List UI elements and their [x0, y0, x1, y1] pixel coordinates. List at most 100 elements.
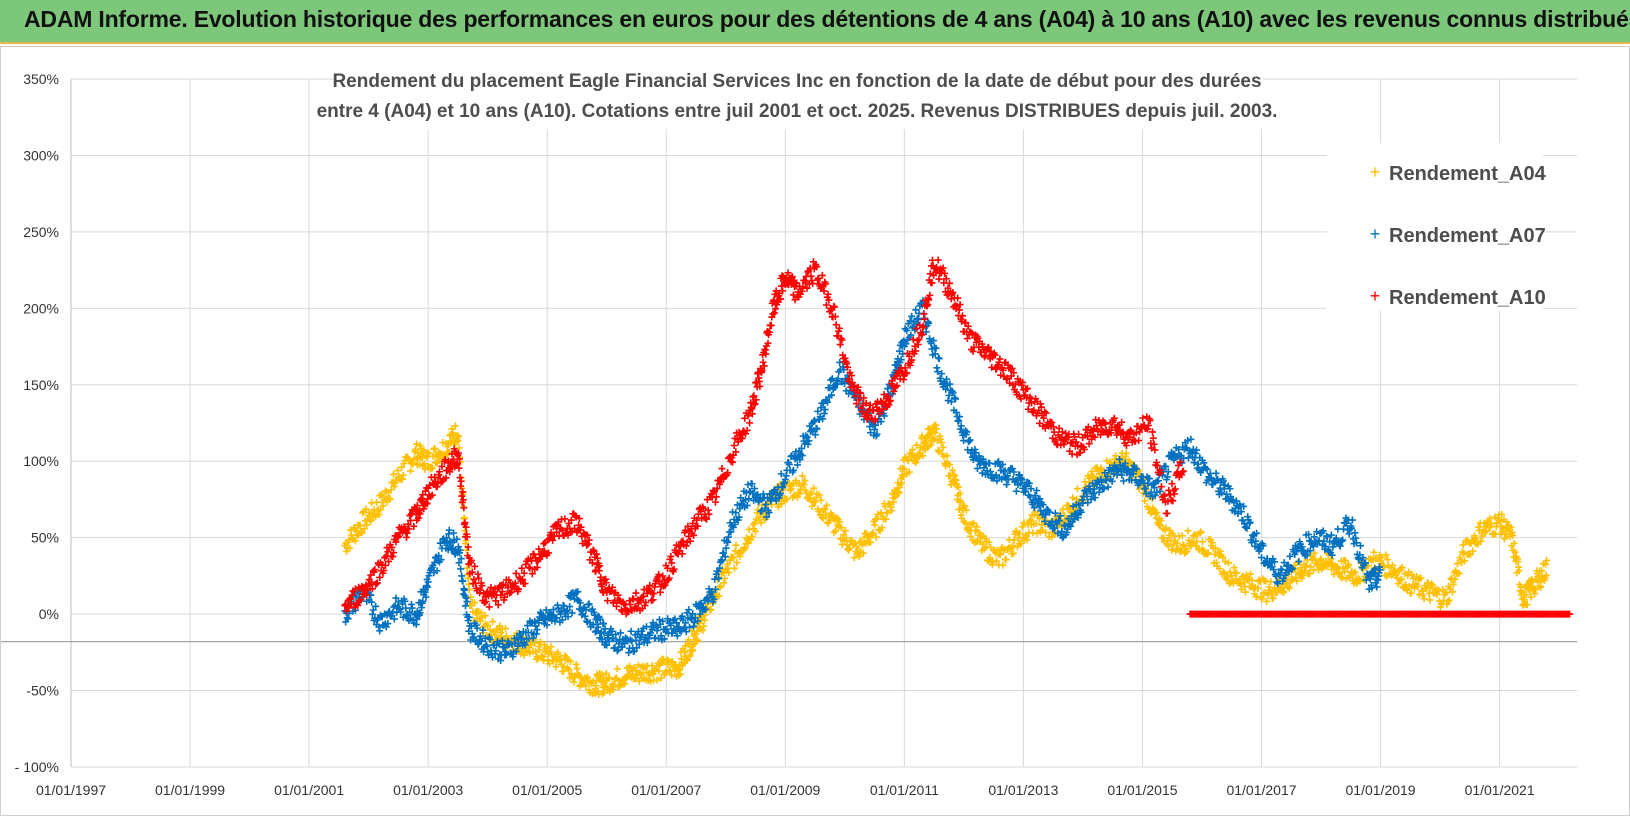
data-point [734, 438, 742, 446]
data-point [558, 616, 566, 624]
data-point [570, 678, 578, 686]
data-point [371, 566, 379, 574]
data-point [933, 364, 941, 372]
chart-title-line-1: Rendement du placement Eagle Financial S… [332, 71, 1261, 92]
data-point [1178, 532, 1186, 540]
data-point [639, 592, 647, 600]
data-point [763, 494, 771, 502]
x-tick-label: 01/01/2007 [631, 782, 701, 798]
data-point [553, 528, 561, 536]
data-point [931, 350, 939, 358]
data-point [937, 438, 945, 446]
data-point [589, 546, 597, 554]
data-point [811, 431, 819, 439]
data-point [1041, 517, 1049, 525]
data-point [1306, 547, 1314, 555]
data-point [963, 335, 971, 343]
data-point [1371, 565, 1379, 573]
data-point [811, 416, 819, 424]
data-point [707, 588, 715, 596]
data-point [1274, 580, 1282, 588]
data-point [887, 396, 895, 404]
data-point [612, 602, 620, 610]
data-point [810, 418, 818, 426]
data-point [757, 508, 765, 516]
data-point [968, 329, 976, 337]
data-point [632, 636, 640, 644]
data-point [796, 456, 804, 464]
data-point [1271, 558, 1278, 566]
data-point [442, 474, 450, 482]
data-point [485, 603, 493, 611]
data-point [410, 522, 418, 530]
data-point [759, 490, 767, 498]
data-point [1084, 499, 1092, 507]
data-point [626, 600, 634, 608]
data-point [711, 575, 719, 583]
data-point [1141, 484, 1149, 492]
legend-label-a10: Rendement_A10 [1389, 287, 1546, 309]
data-point [1032, 520, 1040, 528]
data-point [1472, 534, 1480, 542]
data-point [423, 582, 431, 590]
data-point [815, 491, 823, 499]
data-point [718, 465, 726, 473]
data-point [905, 352, 913, 360]
data-point [1120, 477, 1128, 485]
data-point [647, 678, 655, 686]
y-tick-label: 250% [23, 224, 59, 240]
data-point [1341, 557, 1349, 565]
data-point [1088, 467, 1096, 475]
data-point [970, 519, 978, 527]
data-point [710, 488, 718, 496]
data-point [1256, 545, 1264, 553]
data-point [476, 617, 484, 625]
data-point [930, 336, 938, 344]
data-point [609, 686, 617, 694]
data-point [1018, 540, 1026, 548]
data-point [1170, 490, 1178, 498]
y-tick-label: 200% [23, 300, 59, 316]
data-point [949, 288, 957, 296]
data-point [1070, 515, 1078, 523]
data-point [793, 493, 801, 501]
data-point [1010, 536, 1018, 544]
data-point [838, 336, 846, 344]
data-point [744, 481, 752, 489]
data-point [1027, 485, 1035, 493]
data-point [954, 294, 962, 302]
data-point [1225, 559, 1232, 567]
data-point [908, 446, 916, 454]
data-point [1026, 493, 1034, 501]
data-point [592, 627, 600, 635]
data-point [1279, 587, 1287, 595]
data-point [464, 574, 472, 582]
data-point [451, 422, 459, 430]
data-point [1050, 428, 1058, 436]
data-point [716, 564, 724, 572]
data-point [898, 368, 906, 376]
data-point [729, 458, 737, 466]
data-point [844, 363, 852, 371]
x-tick-label: 01/01/2021 [1465, 782, 1535, 798]
data-point [465, 627, 473, 635]
data-point [1479, 532, 1487, 540]
data-point [907, 331, 915, 339]
data-point [470, 634, 478, 642]
data-point [482, 598, 490, 606]
data-point [1453, 560, 1461, 568]
data-point [1488, 520, 1495, 528]
data-point [425, 449, 433, 457]
data-point [972, 338, 980, 346]
data-point [1240, 502, 1248, 510]
data-point [497, 591, 505, 599]
series-1 [341, 421, 1551, 699]
data-point [489, 618, 497, 626]
data-point [495, 640, 503, 648]
data-point [1121, 459, 1129, 467]
data-point [1273, 588, 1281, 596]
data-point [1420, 595, 1428, 603]
data-point [566, 657, 574, 665]
data-point [602, 669, 610, 677]
data-point [844, 545, 852, 553]
